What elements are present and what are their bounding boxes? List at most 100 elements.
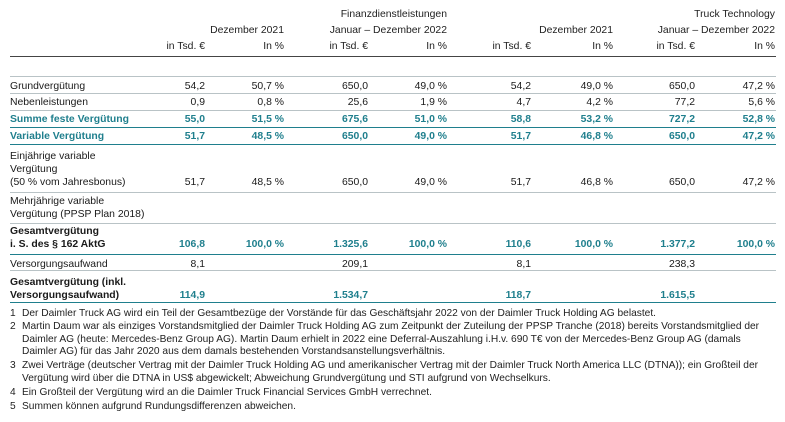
table-cell: 0,8 %	[257, 97, 284, 108]
footnote-number: 5	[10, 401, 16, 412]
footnote: 3 Zwei Verträge (deutscher Vertrag mit de…	[10, 360, 774, 385]
unit-header-5: in Tsd. €	[492, 41, 531, 52]
period-header-3: Dezember 2021	[539, 25, 613, 36]
table-cell: 47,2 %	[742, 176, 775, 188]
table-cell: 5,6 %	[748, 97, 775, 108]
table-cell: 49,0 %	[414, 81, 447, 92]
table-cell: 100,0 %	[574, 238, 613, 250]
footnote-number: 4	[10, 387, 16, 398]
row-label: Nebenleistungen	[10, 97, 88, 108]
table-cell: 100,0 %	[408, 238, 447, 250]
row-label: Grundvergütung	[10, 81, 86, 92]
table-cell: 53,2 %	[580, 114, 613, 125]
table-cell: 46,8 %	[580, 176, 613, 188]
table-cell: 51,7	[510, 176, 531, 188]
header-rule	[10, 56, 776, 57]
unit-header-3: in Tsd. €	[329, 41, 368, 52]
table-cell: 49,0 %	[414, 176, 447, 188]
footnote-number: 3	[10, 360, 16, 371]
row-label: Mehrjährige variable	[10, 196, 105, 207]
footnote-text: Zwei Verträge (deutscher Vertrag mit der…	[22, 360, 759, 384]
row-label: Summe feste Vergütung	[10, 114, 129, 125]
row-label: Versorgungsaufwand)	[10, 289, 120, 301]
table-cell: 1.534,7	[333, 289, 368, 301]
unit-header-8: In %	[754, 41, 775, 52]
row-label: Variable Vergütung	[10, 131, 105, 142]
row-label: Gesamtvergütung	[10, 226, 99, 237]
table-cell: 58,8	[510, 114, 531, 125]
footnote: 4 Ein Großteil der Vergütung wird an die …	[10, 387, 774, 400]
footnote: 2 Martin Daum war als einziges Vorstandsm…	[10, 321, 774, 359]
table-cell: 49,0 %	[414, 131, 447, 142]
table-cell: 51,7	[184, 131, 205, 142]
table-cell: 48,5 %	[251, 176, 284, 188]
period-header-4: Januar – Dezember 2022	[657, 25, 775, 36]
footnote-text: Martin Daum war als einziges Vorstandsmi…	[22, 321, 760, 358]
table-cell: 0,9	[190, 97, 205, 108]
table-cell: 650,0	[668, 176, 695, 188]
table-cell: 51,7	[510, 131, 531, 142]
row-label: Vergütung	[10, 163, 58, 175]
table-cell: 52,8 %	[742, 114, 775, 125]
row-divider	[10, 270, 776, 271]
table-cell: 1,9 %	[420, 97, 447, 108]
row-label: i. S. des § 162 AktG	[10, 238, 106, 250]
table-cell: 114,9	[179, 289, 205, 301]
table-cell: 1.615,5	[660, 289, 695, 301]
row-label: Gesamtvergütung (inkl.	[10, 277, 127, 288]
table-cell: 46,8 %	[580, 131, 613, 142]
unit-header-1: in Tsd. €	[166, 41, 205, 52]
footnote-number: 2	[10, 321, 16, 332]
table-cell: 650,0	[341, 176, 368, 188]
table-cell: 8,1	[190, 259, 205, 270]
unit-header-6: In %	[592, 41, 613, 52]
row-label: Einjährige variable	[10, 151, 96, 162]
footnote-text: Ein Großteil der Vergütung wird an die D…	[22, 387, 432, 398]
row-divider	[10, 254, 776, 255]
footnote-text: Der Daimler Truck AG wird ein Teil der G…	[22, 308, 656, 319]
unit-header-2: In %	[263, 41, 284, 52]
table-cell: 650,0	[341, 81, 368, 92]
footnote: 1 Der Daimler Truck AG wird ein Teil der …	[10, 308, 774, 321]
table-cell: 25,6	[347, 97, 368, 108]
unit-header-7: in Tsd. €	[656, 41, 695, 52]
table-cell: 51,0 %	[414, 114, 447, 125]
row-divider	[10, 192, 776, 193]
row-label: Vergütung (PPSP Plan 2018)	[10, 208, 145, 220]
row-label: (50 % vom Jahresbonus)	[10, 176, 126, 188]
table-cell: 118,7	[505, 289, 531, 301]
row-divider	[10, 302, 776, 303]
row-divider	[10, 76, 776, 77]
table-cell: 650,0	[668, 131, 695, 142]
period-header-2: Januar – Dezember 2022	[329, 25, 447, 36]
table-cell: 48,5 %	[251, 131, 284, 142]
table-cell: 4,2 %	[586, 97, 613, 108]
table-cell: 8,1	[516, 259, 531, 270]
table-cell: 1.377,2	[660, 238, 695, 250]
row-divider	[10, 127, 776, 128]
footnote: 5 Summen können aufgrund Rundungsdifferen…	[10, 401, 774, 414]
table-cell: 675,6	[341, 114, 368, 125]
table-cell: 51,7	[184, 176, 205, 188]
table-cell: 100,0 %	[245, 238, 284, 250]
table-cell: 51,5 %	[251, 114, 284, 125]
table-cell: 47,2 %	[742, 131, 775, 142]
table-cell: 727,2	[668, 114, 695, 125]
table-cell: 55,0	[184, 114, 205, 125]
row-divider	[10, 223, 776, 224]
row-label: Versorgungsaufwand	[10, 259, 108, 270]
group-title-financial-services: Finanzdienstleistungen	[340, 9, 447, 20]
table-cell: 100,0 %	[736, 238, 775, 250]
period-header-1: Dezember 2021	[210, 25, 284, 36]
table-cell: 4,7	[516, 97, 531, 108]
table-cell: 238,3	[668, 259, 695, 270]
footnote-number: 1	[10, 308, 16, 319]
table-cell: 650,0	[341, 131, 368, 142]
table-cell: 1.325,6	[333, 238, 368, 250]
footnote-text: Summen können aufgrund Rundungsdifferenz…	[22, 401, 296, 412]
row-divider	[10, 110, 776, 111]
unit-header-4: In %	[426, 41, 447, 52]
row-divider	[10, 144, 776, 145]
table-cell: 110,6	[505, 238, 531, 250]
table-cell: 49,0 %	[580, 81, 613, 92]
